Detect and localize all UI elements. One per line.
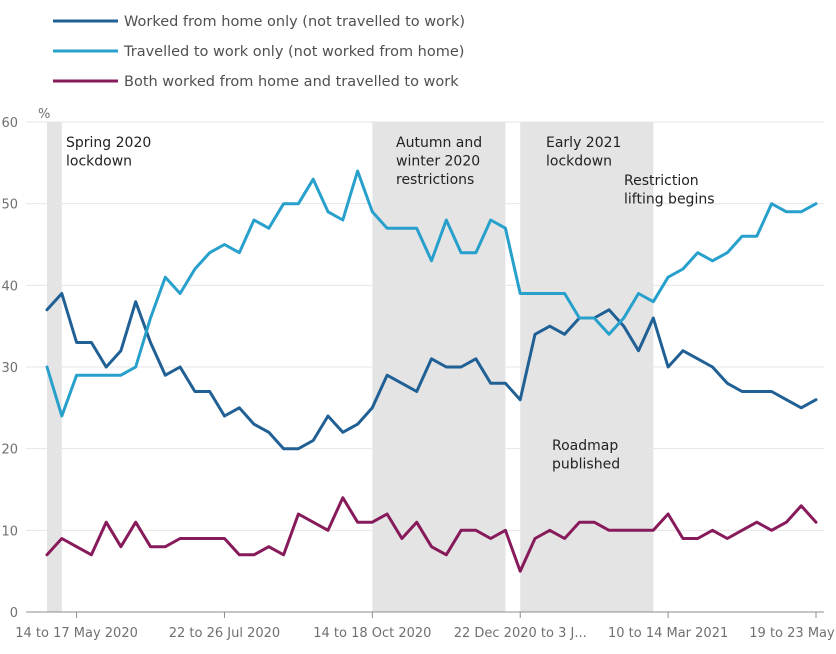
- annotation-label-0: Restriction: [624, 173, 699, 189]
- x-tick-label: 19 to 23 May: [749, 626, 835, 641]
- legend: Worked from home only (not travelled to …: [53, 14, 465, 90]
- series-lines: [45, 169, 818, 573]
- period-label-1: restrictions: [396, 172, 474, 188]
- series-line-2: [45, 496, 818, 573]
- x-tick-label: 10 to 14 Mar 2021: [608, 626, 728, 641]
- x-tick-label: 14 to 17 May 2020: [15, 626, 138, 641]
- x-tick-label: 22 to 26 Jul 2020: [169, 626, 280, 641]
- y-tick-label: 0: [10, 606, 18, 621]
- series-line-1: [45, 169, 818, 418]
- y-tick-label: 60: [1, 116, 18, 131]
- annotation-label-1: Roadmap: [552, 438, 618, 454]
- y-tick-label: 30: [1, 361, 18, 376]
- y-tick-label: 50: [1, 198, 18, 213]
- legend-entry-2: Both worked from home and travelled to w…: [124, 74, 459, 90]
- period-label-2: lockdown: [546, 154, 612, 170]
- gridlines: [26, 121, 824, 531]
- series-line-0: [45, 292, 818, 451]
- period-label-1: Autumn and: [396, 135, 482, 151]
- y-tick-label: 10: [1, 524, 18, 539]
- legend-entry-1: Travelled to work only (not worked from …: [123, 44, 464, 60]
- x-tick-label: 14 to 18 Oct 2020: [313, 626, 431, 641]
- annotation-label-1: published: [552, 457, 620, 473]
- annotation-label-0: lifting begins: [624, 192, 715, 208]
- y-tick-label: 40: [1, 279, 18, 294]
- legend-entry-0: Worked from home only (not travelled to …: [124, 14, 465, 30]
- period-label-0: lockdown: [66, 154, 132, 170]
- y-axis-ticks: 0 10 20 30 40 50 60: [1, 116, 18, 621]
- x-axis-ticks: 14 to 17 May 2020 22 to 26 Jul 2020 14 to …: [15, 611, 835, 641]
- period-label-0: Spring 2020: [66, 135, 151, 151]
- x-tick-label: 22 Dec 2020 to 3 J...: [454, 626, 587, 641]
- y-tick-label: 20: [1, 443, 18, 458]
- y-axis-unit-label: %: [38, 107, 50, 122]
- period-label-2: Early 2021: [546, 135, 621, 151]
- period-labels: Spring 2020 lockdown Autumn and winter 2020…: [66, 135, 621, 188]
- annotations: Restriction lifting begins Roadmap publishe…: [552, 173, 715, 473]
- period-label-1: winter 2020: [396, 154, 480, 170]
